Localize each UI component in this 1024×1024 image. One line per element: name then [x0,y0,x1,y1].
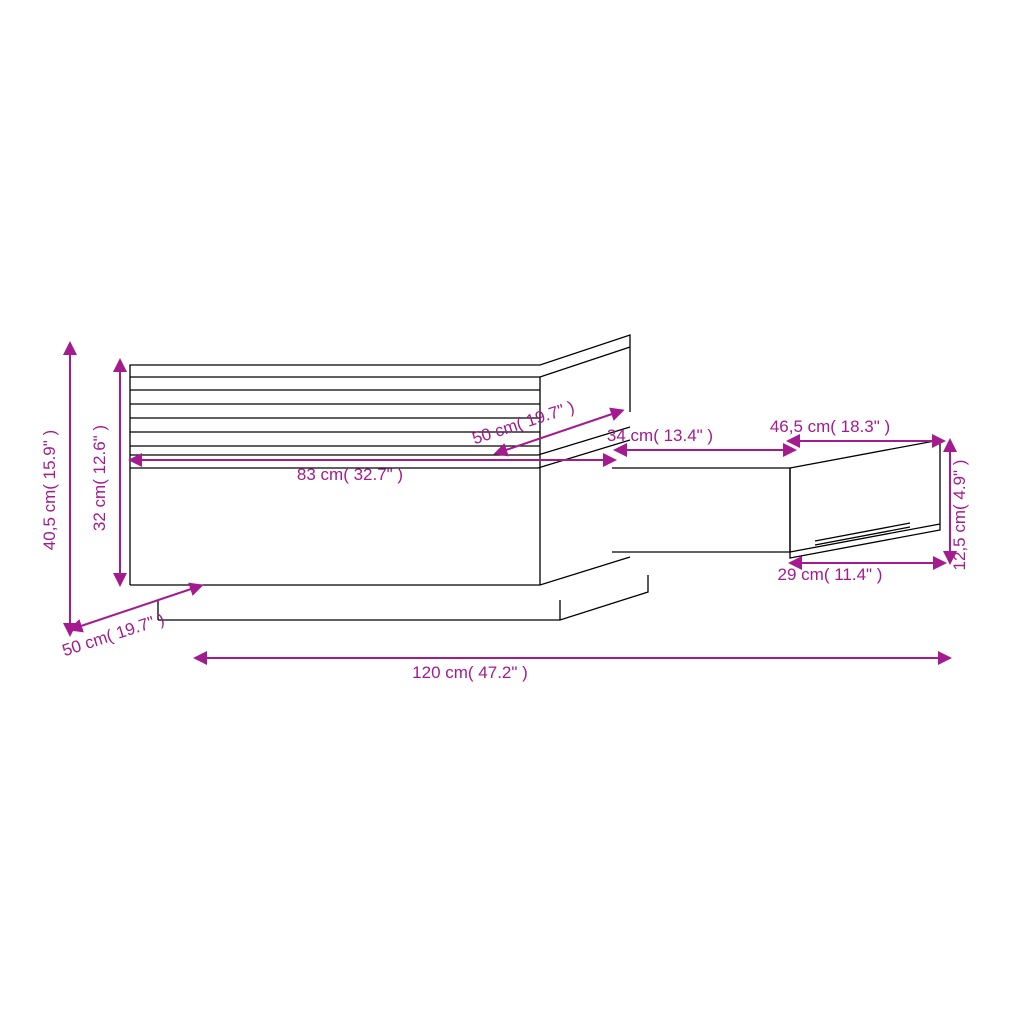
furniture-edge [790,524,940,552]
dim-label-drawer_h: 12,5 cm( 4.9" ) [950,460,969,571]
dim-label-depth_top: 50 cm( 19.7" ) [470,397,577,448]
dim-label-depth_bl: 50 cm( 19.7" ) [60,609,167,660]
dim-label-drawer_top_w: 34 cm( 13.4" ) [607,426,713,445]
furniture-edge [790,440,940,558]
dim-label-shelf_w: 83 cm( 32.7" ) [297,465,403,484]
dim-label-drawer_w: 29 cm( 11.4" ) [778,565,883,584]
dim-label-drawer_d: 46,5 cm( 18.3" ) [770,417,890,436]
furniture-edge [130,557,630,585]
dim-label-shelf_h: 32 cm( 12.6" ) [90,425,109,531]
furniture-edge [612,468,790,552]
dim-label-total_w: 120 cm( 47.2" ) [412,663,528,682]
dim-label-total_h: 40,5 cm( 15.9" ) [40,430,59,550]
furniture-edge [158,575,648,620]
furniture-edge [130,335,630,377]
furniture-edge [815,523,910,545]
dimension-diagram: 40,5 cm( 15.9" ) 32 cm( 12.6" ) 50 cm( 19.… [0,0,1024,1024]
dimension-lines [70,348,950,658]
